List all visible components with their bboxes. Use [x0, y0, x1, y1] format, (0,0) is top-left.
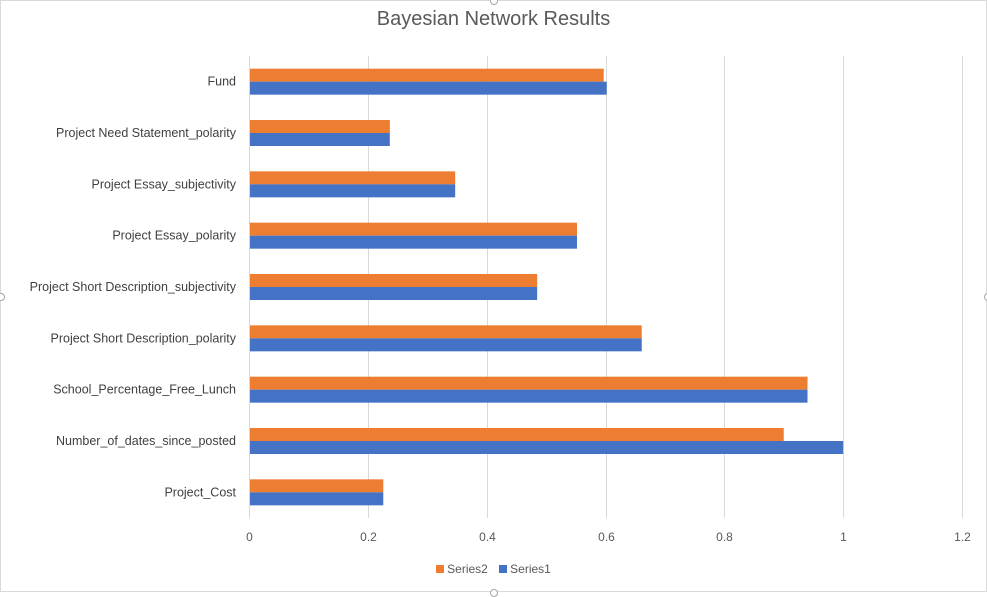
- legend-swatch-series2: [436, 565, 445, 573]
- category-label: Fund: [208, 75, 237, 89]
- x-tick-label: 0.2: [360, 530, 377, 544]
- legend-item-series1: Series1: [499, 562, 551, 576]
- bar-series2: [250, 325, 642, 339]
- bar-series1: [250, 184, 456, 198]
- category-label: Number_of_dates_since_posted: [56, 434, 236, 448]
- bar-series2: [250, 274, 538, 287]
- bar-series1: [250, 133, 390, 146]
- legend-item-series2: Series2: [436, 562, 488, 576]
- category-label: Project_Cost: [164, 485, 236, 499]
- bar-series1: [250, 338, 642, 352]
- resize-handle-left[interactable]: [0, 293, 5, 301]
- legend: Series2 Series1: [0, 562, 987, 576]
- chart-title: Bayesian Network Results: [376, 8, 611, 30]
- legend-swatch-series1: [499, 565, 508, 573]
- legend-label-series1: Series1: [510, 562, 551, 576]
- bar-series2: [250, 68, 604, 82]
- x-tick-label: 0: [246, 530, 253, 544]
- bar-series2: [250, 120, 390, 133]
- x-tick-label: 0.8: [716, 530, 733, 544]
- category-label: Project Short Description_polarity: [51, 331, 237, 345]
- bar-series2: [250, 376, 808, 390]
- bar-series2: [250, 428, 784, 441]
- category-label: Project Essay_subjectivity: [91, 177, 236, 191]
- category-label: Project Short Description_subjectivity: [30, 280, 237, 294]
- bar-series1: [250, 492, 384, 506]
- bar-series2: [250, 479, 384, 493]
- legend-label-series2: Series2: [447, 562, 488, 576]
- bar-series1: [250, 235, 577, 249]
- bar-series1: [250, 389, 808, 403]
- bar-series1: [250, 441, 844, 454]
- bar-series1: [250, 81, 607, 95]
- bar-series2: [250, 171, 456, 185]
- category-label: Project Essay_polarity: [112, 229, 236, 243]
- resize-handle-top[interactable]: [490, 0, 498, 5]
- category-label: Project Need Statement_polarity: [56, 126, 237, 140]
- resize-handle-right[interactable]: [984, 293, 987, 301]
- x-tick-label: 0.4: [479, 530, 496, 544]
- x-tick-label: 0.6: [598, 530, 615, 544]
- bar-series1: [250, 287, 538, 300]
- x-tick-label: 1: [840, 530, 847, 544]
- x-tick-label: 1.2: [954, 530, 971, 544]
- bar-series2: [250, 222, 577, 236]
- category-label: School_Percentage_Free_Lunch: [53, 383, 236, 397]
